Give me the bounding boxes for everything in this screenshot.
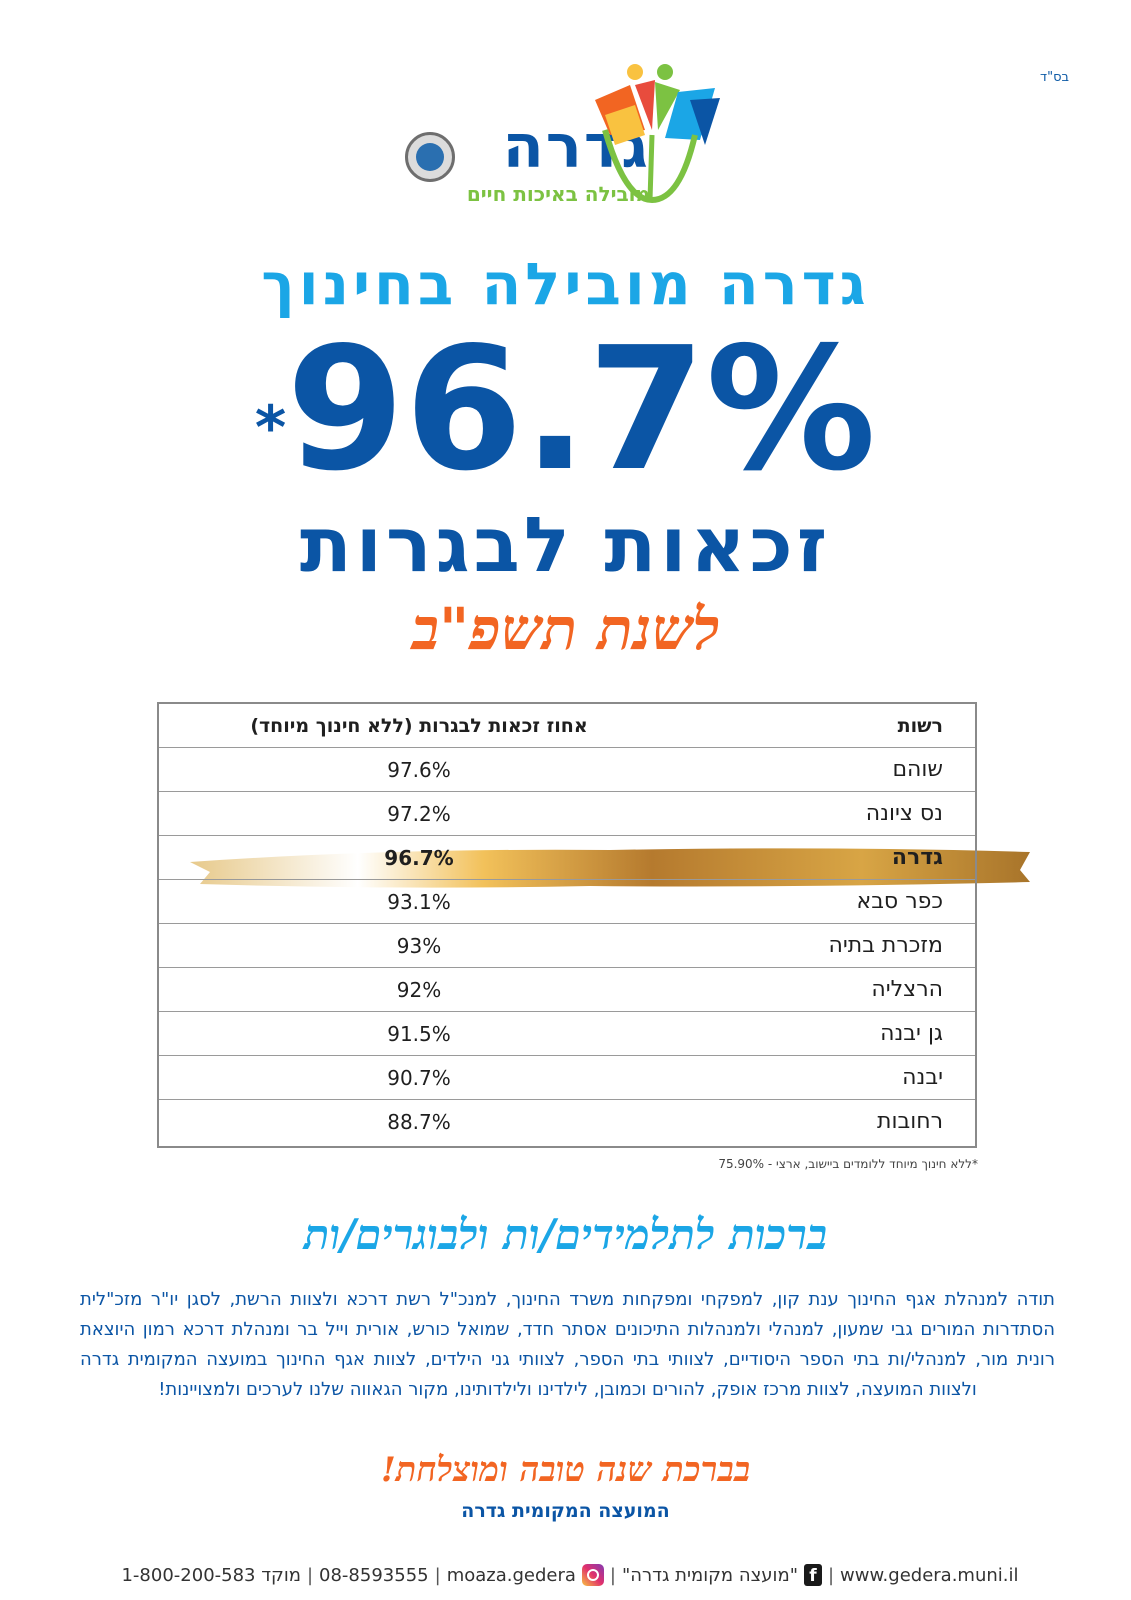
logo-slogan: מובילה באיכות חיים bbox=[466, 182, 650, 206]
row-authority: גדרה bbox=[891, 845, 943, 870]
gedera-logo: גדרה מובילה באיכות חיים bbox=[405, 60, 730, 210]
row-percentage: 91.5% bbox=[387, 1022, 451, 1046]
asterisk-mark: * bbox=[254, 393, 287, 463]
headline-subtitle: זכאות לבגרות bbox=[299, 500, 832, 589]
row-percentage: 92% bbox=[396, 978, 442, 1002]
row-authority: כפר סבא bbox=[856, 889, 944, 914]
table-header-row: רשות אחוז זכאות לבגרות (ללא חינוך מיוחד) bbox=[159, 704, 975, 748]
thanks-paragraph: תודה למנהלת אגף החינוך ענת קון, למפקחי ו… bbox=[80, 1289, 1055, 1400]
facebook-link[interactable]: "מועצה מקומית גדרה" bbox=[621, 1564, 798, 1586]
table-row: רחובות 88.7% bbox=[159, 1100, 975, 1144]
blessing-text: בברכת שנה טובה ומוצלחת! bbox=[380, 1450, 751, 1490]
row-authority: גן יבנה bbox=[880, 1021, 943, 1046]
header-authority: רשות bbox=[897, 715, 943, 737]
top-mark: בס"ד bbox=[1040, 70, 1070, 85]
row-percentage: 93% bbox=[396, 934, 442, 958]
phone-number: 08-8593555 bbox=[319, 1564, 429, 1586]
instagram-icon[interactable] bbox=[581, 1564, 604, 1586]
table-row-highlighted: גדרה 96.7% bbox=[159, 836, 975, 880]
headline-title: גדרה מובילה בחינוך bbox=[261, 250, 870, 318]
row-percentage: 90.7% bbox=[387, 1066, 451, 1090]
big-percentage: *96.7% bbox=[0, 320, 1131, 500]
row-authority: נס ציונה bbox=[865, 801, 943, 826]
row-percentage: 88.7% bbox=[387, 1110, 451, 1134]
row-authority: רחובות bbox=[877, 1109, 943, 1134]
hotline-number: מוקד 1-800-200-583 bbox=[121, 1564, 301, 1586]
row-authority: יבנה bbox=[902, 1065, 943, 1090]
matriculation-table: רשות אחוז זכאות לבגרות (ללא חינוך מיוחד)… bbox=[157, 702, 977, 1148]
facebook-icon[interactable]: f bbox=[803, 1564, 822, 1586]
row-authority: שוהם bbox=[892, 757, 943, 782]
table-row: גן יבנה 91.5% bbox=[159, 1012, 975, 1056]
big-number-value: 96.7% bbox=[286, 311, 877, 509]
row-percentage: 97.6% bbox=[387, 758, 451, 782]
row-percentage: 93.1% bbox=[387, 890, 451, 914]
row-authority: מזכרת בתיה bbox=[828, 933, 943, 958]
website-link[interactable]: www.gedera.muni.il bbox=[840, 1564, 1019, 1586]
council-seal-icon bbox=[405, 132, 455, 182]
gold-brush-highlight bbox=[190, 848, 1030, 888]
row-percentage: 97.2% bbox=[387, 802, 451, 826]
headline-year: לשנת תשפ"ב bbox=[411, 595, 720, 663]
table-row: נס ציונה 97.2% bbox=[159, 792, 975, 836]
table-row: שוהם 97.6% bbox=[159, 748, 975, 792]
greeting-title: ברכות לתלמידים/ות ולבוגרים/ות bbox=[303, 1210, 828, 1259]
instagram-link[interactable]: moaza.gedera bbox=[446, 1564, 576, 1586]
signer: המועצה המקומית גדרה bbox=[461, 1500, 670, 1522]
table-row: כפר סבא 93.1% bbox=[159, 880, 975, 924]
row-percentage: 96.7% bbox=[384, 846, 454, 870]
table-row: הרצליה 92% bbox=[159, 968, 975, 1012]
table-row: מזכרת בתיה 93% bbox=[159, 924, 975, 968]
table-row: יבנה 90.7% bbox=[159, 1056, 975, 1100]
book-people-icon bbox=[595, 64, 720, 204]
row-authority: הרצליה bbox=[871, 977, 943, 1002]
header-percentage: אחוז זכאות לבגרות (ללא חינוך מיוחד) bbox=[250, 715, 588, 737]
contact-footer: www.gedera.muni.il | f "מועצה מקומית גדר… bbox=[121, 1564, 1019, 1586]
footnote: *ללא חינוך מיוחד ללומדים ביישוב, ארצי - … bbox=[718, 1157, 978, 1171]
